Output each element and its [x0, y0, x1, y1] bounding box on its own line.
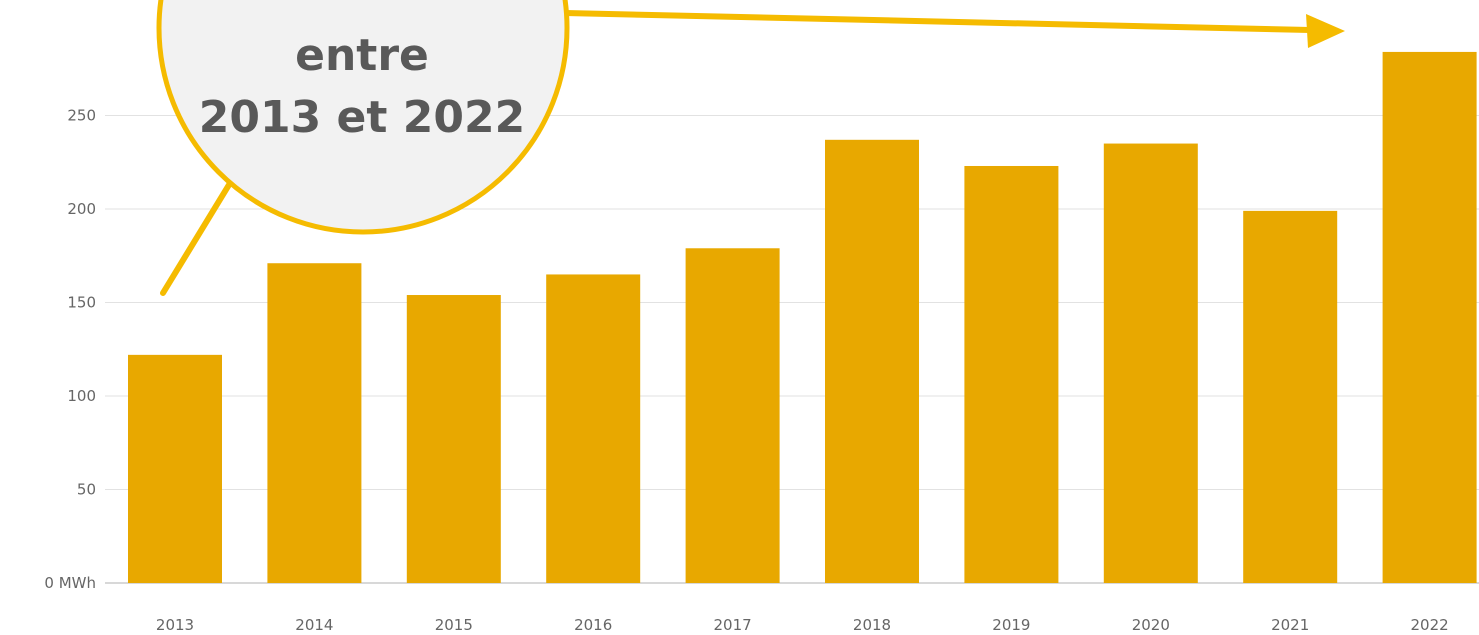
bar	[267, 263, 362, 583]
x-tick-label: 2018	[853, 616, 891, 634]
x-tick-label: 2016	[574, 616, 612, 634]
bars	[128, 51, 1477, 584]
callout-bubble	[156, 0, 570, 235]
y-tick-label: 100	[67, 387, 96, 405]
y-tick-label: 250	[67, 107, 96, 125]
callout-text-line-2: 2013 et 2022	[199, 92, 525, 143]
bar	[128, 354, 222, 583]
y-tick-label: 0 MWh	[44, 574, 96, 592]
x-tick-label: 2022	[1411, 616, 1449, 634]
bar	[546, 274, 641, 583]
callout-text-line-1: entre	[295, 30, 429, 81]
x-axis-ticks: 2013 2014 2015 2016 2017 2018 2019 2020 2021 2022	[156, 616, 1449, 634]
callout-pointer-line	[160, 167, 241, 296]
y-tick-label: 150	[67, 294, 96, 312]
bar	[825, 139, 919, 583]
bar	[685, 248, 780, 583]
bar	[1382, 51, 1477, 584]
arrow-head	[1306, 14, 1345, 48]
bar	[406, 295, 501, 583]
x-tick-label: 2019	[992, 616, 1030, 634]
arrow-line	[562, 10, 1313, 33]
y-axis-ticks: 0 MWh 50 100 150 200 250	[44, 107, 96, 593]
callout-annotation: entre 2013 et 2022	[156, 0, 1345, 296]
x-tick-label: 2015	[435, 616, 473, 634]
x-tick-label: 2017	[714, 616, 752, 634]
bar	[964, 165, 1059, 584]
y-tick-label: 200	[67, 200, 96, 218]
bar	[1103, 143, 1198, 584]
x-tick-label: 2020	[1132, 616, 1170, 634]
x-tick-label: 2014	[295, 616, 333, 634]
y-tick-label: 50	[77, 481, 96, 499]
x-tick-label: 2021	[1271, 616, 1309, 634]
x-tick-label: 2013	[156, 616, 194, 634]
bar	[1243, 210, 1338, 583]
